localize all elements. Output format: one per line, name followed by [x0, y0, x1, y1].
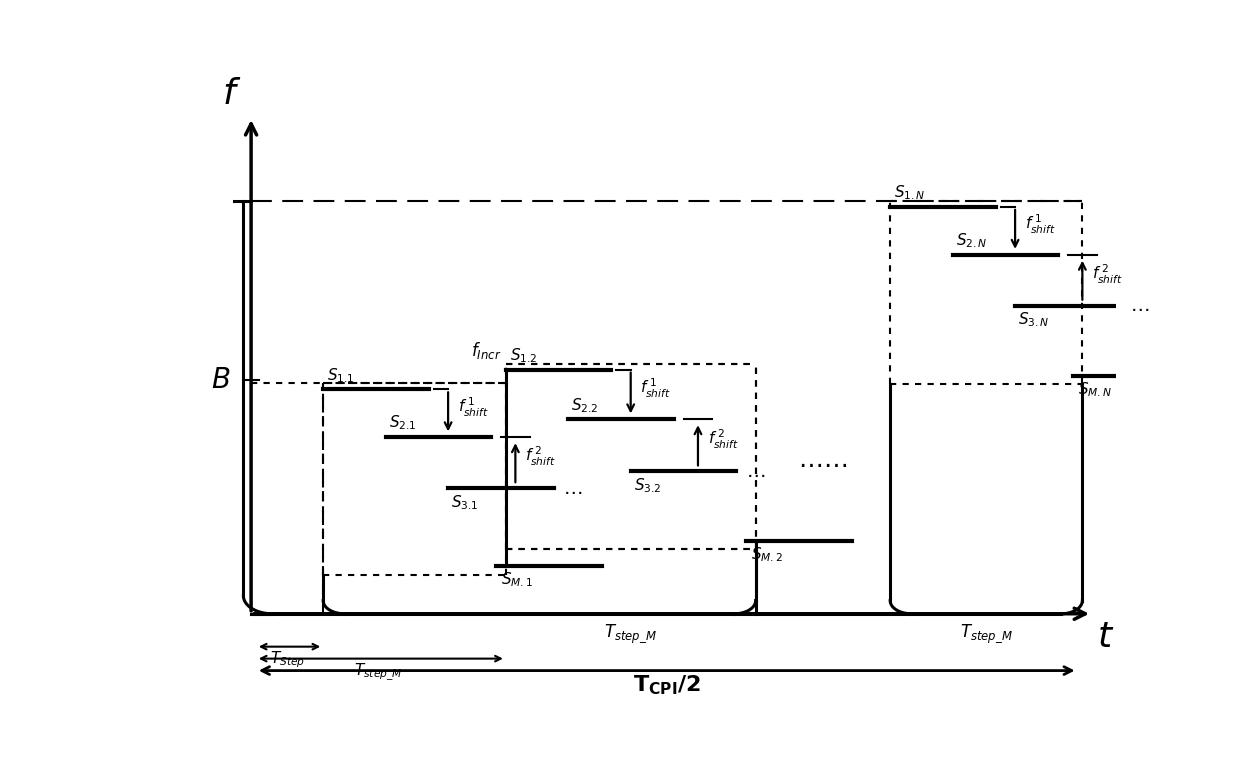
Text: $S_{M.1}$: $S_{M.1}$: [501, 570, 533, 590]
Text: $S_{M.N}$: $S_{M.N}$: [1078, 381, 1111, 399]
Text: $\mathbf{T_{CPI}/2}$: $\mathbf{T_{CPI}/2}$: [632, 674, 701, 697]
Text: $\cdots\cdots$: $\cdots\cdots$: [799, 452, 847, 476]
Text: $f_{shift}^{\ 2}$: $f_{shift}^{\ 2}$: [1092, 263, 1123, 286]
Text: $f_{Incr}$: $f_{Incr}$: [470, 340, 501, 361]
Text: $f_{shift}^{\ 2}$: $f_{shift}^{\ 2}$: [708, 428, 739, 451]
Text: $t$: $t$: [1096, 620, 1114, 653]
Text: $S_{3.1}$: $S_{3.1}$: [451, 493, 479, 511]
Text: $f$: $f$: [222, 77, 242, 111]
Text: $f_{shift}^{\ 1}$: $f_{shift}^{\ 1}$: [640, 377, 671, 400]
Text: $S_{2.2}$: $S_{2.2}$: [572, 395, 598, 414]
Text: $f_{shift}^{\ 2}$: $f_{shift}^{\ 2}$: [525, 445, 556, 469]
Text: $S_{1.1}$: $S_{1.1}$: [327, 366, 355, 385]
Text: $S_{1.2}$: $S_{1.2}$: [510, 347, 537, 365]
Text: $\ldots$: $\ldots$: [1131, 296, 1149, 315]
Text: $f_{shift}^{\ 1}$: $f_{shift}^{\ 1}$: [458, 395, 489, 419]
Text: $T_{step\_M}$: $T_{step\_M}$: [960, 622, 1013, 645]
Text: $S_{M.2}$: $S_{M.2}$: [751, 545, 782, 564]
Text: $T_{Step}$: $T_{Step}$: [269, 650, 305, 671]
Text: $S_{2.N}$: $S_{2.N}$: [956, 232, 987, 250]
Text: $f_{shift}^{\ 1}$: $f_{shift}^{\ 1}$: [1024, 213, 1055, 236]
Text: $S_{1.N}$: $S_{1.N}$: [894, 183, 925, 202]
Text: $S_{2.1}$: $S_{2.1}$: [388, 414, 417, 433]
Text: $S_{3.2}$: $S_{3.2}$: [634, 476, 661, 495]
Text: $B$: $B$: [211, 367, 229, 395]
Text: $T_{step\_M}$: $T_{step\_M}$: [604, 622, 657, 645]
Text: $T_{step\_M}$: $T_{step\_M}$: [355, 662, 403, 683]
Text: $\ldots$: $\ldots$: [563, 479, 583, 497]
Text: $\ldots$: $\ldots$: [746, 462, 765, 481]
Text: $S_{3.N}$: $S_{3.N}$: [1018, 311, 1049, 329]
